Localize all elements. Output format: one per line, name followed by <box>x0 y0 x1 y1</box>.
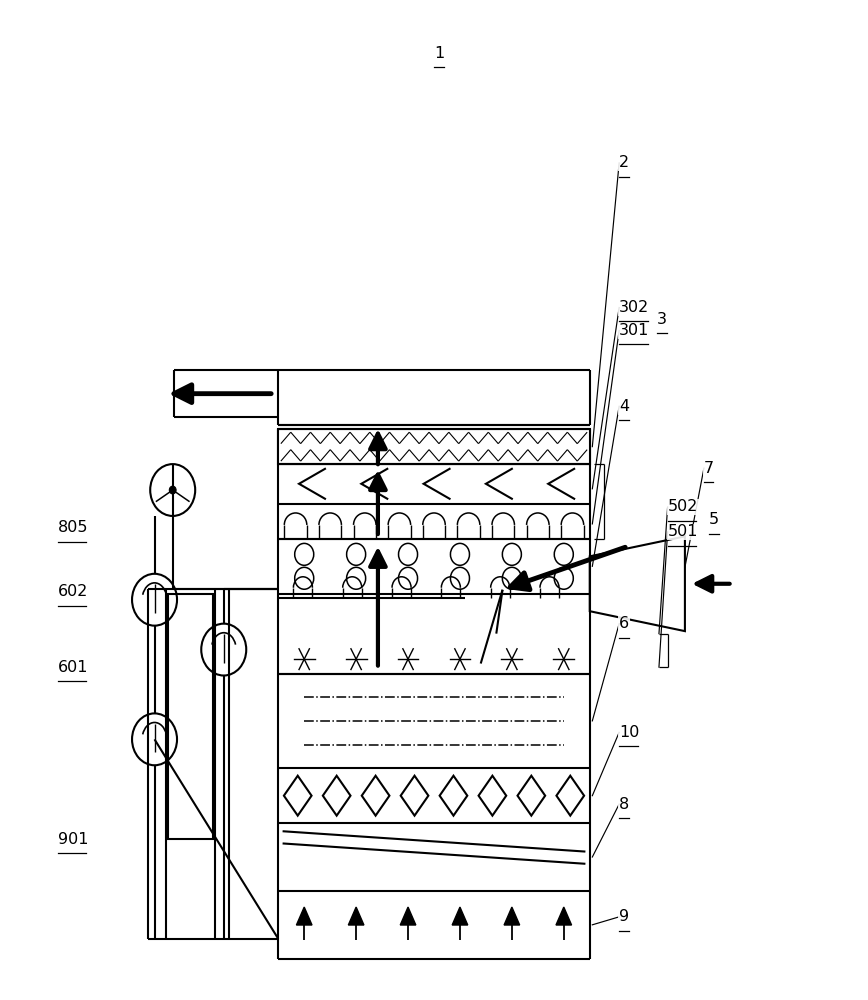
Polygon shape <box>556 907 571 925</box>
Bar <box>279 429 589 464</box>
Text: 10: 10 <box>619 725 640 740</box>
Polygon shape <box>348 907 364 925</box>
Polygon shape <box>297 907 312 925</box>
Text: 6: 6 <box>619 616 629 631</box>
Text: 5: 5 <box>709 512 720 527</box>
Bar <box>168 594 214 839</box>
Text: 901: 901 <box>57 832 89 847</box>
Text: 301: 301 <box>619 323 649 338</box>
Circle shape <box>169 486 176 494</box>
Polygon shape <box>452 907 468 925</box>
Text: 2: 2 <box>619 155 629 170</box>
Text: 8: 8 <box>619 797 629 812</box>
Text: 7: 7 <box>704 461 714 476</box>
Text: 501: 501 <box>667 524 698 539</box>
Text: 302: 302 <box>619 300 649 315</box>
Text: 1: 1 <box>434 46 444 61</box>
Polygon shape <box>400 907 416 925</box>
Text: 602: 602 <box>57 584 88 599</box>
Text: 502: 502 <box>667 499 698 514</box>
Text: 805: 805 <box>57 520 89 535</box>
Polygon shape <box>504 907 520 925</box>
Text: 3: 3 <box>657 312 667 327</box>
Text: 9: 9 <box>619 909 629 924</box>
Text: 601: 601 <box>57 660 89 675</box>
Text: 4: 4 <box>619 399 629 414</box>
